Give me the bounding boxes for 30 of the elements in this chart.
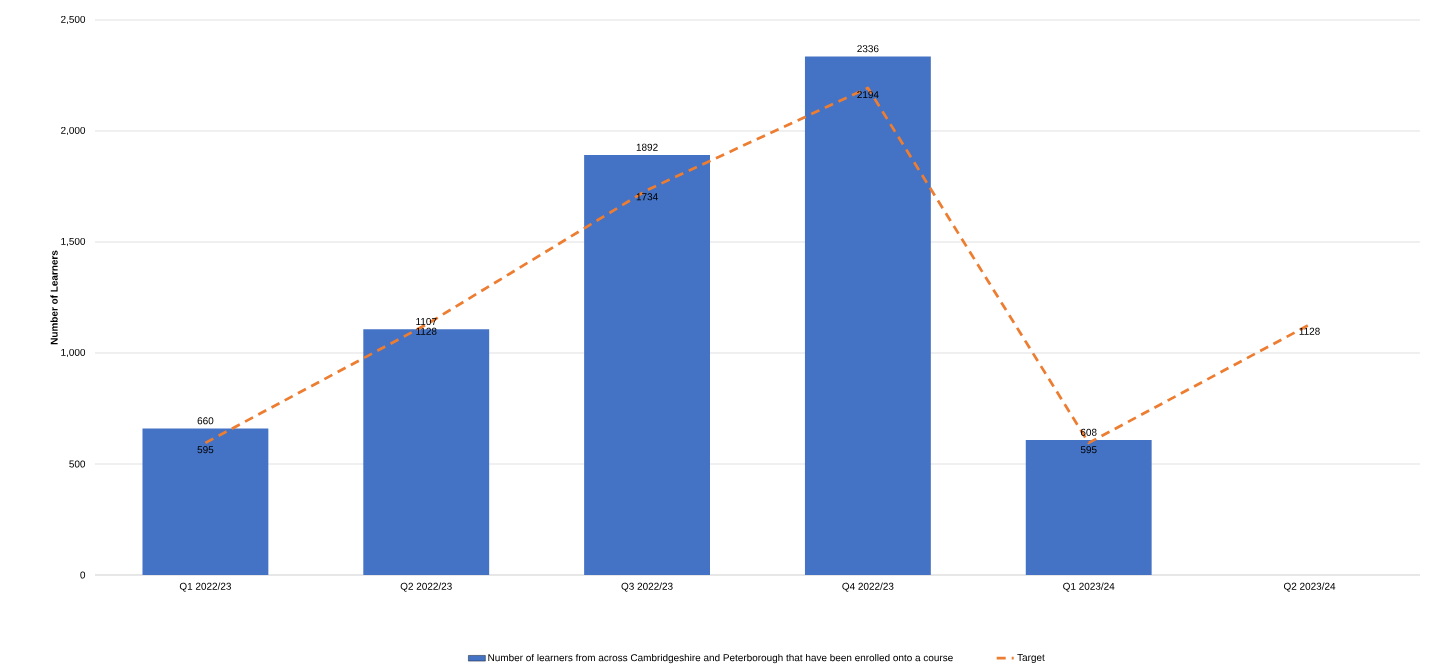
x-tick-label: Q1 2023/24 (1063, 582, 1115, 592)
bar (584, 154, 710, 575)
x-tick-label: Q2 2023/24 (1283, 582, 1336, 592)
y-tick-label: 1,000 (61, 348, 86, 358)
y-tick-label: 0 (80, 571, 86, 579)
bar (804, 56, 931, 575)
y-tick-label: 2,000 (61, 126, 86, 136)
data-label: 2194 (857, 91, 879, 99)
data-label: 595 (1080, 446, 1097, 454)
data-label: 1128 (1299, 327, 1320, 335)
y-axis-title: Number of Learners (50, 250, 58, 345)
legend-label: Target (1017, 654, 1045, 663)
x-tick-label: Q4 2022/23 (842, 582, 894, 592)
bar (1025, 440, 1152, 575)
data-label: 1128 (416, 327, 437, 335)
data-label: 1892 (636, 143, 658, 151)
y-tick-label: 500 (69, 460, 86, 468)
legend-label: Number of learners from across Cambridgeshire and Peterborough that have been enrolled onto a course (488, 653, 953, 664)
x-tick-label: Q1 2022/23 (179, 582, 231, 592)
y-tick-label: 2,500 (61, 15, 86, 25)
data-label: 595 (197, 446, 214, 454)
data-label: 660 (197, 417, 214, 425)
data-label: 2336 (857, 45, 879, 53)
x-tick-label: Q2 2022/23 (400, 582, 452, 592)
bar (142, 428, 269, 575)
data-label: 1107 (416, 317, 437, 326)
y-tick-label: 1,500 (61, 237, 86, 247)
bar (363, 329, 490, 575)
data-label: 1734 (636, 193, 658, 201)
x-tick-label: Q3 2022/23 (621, 582, 673, 592)
